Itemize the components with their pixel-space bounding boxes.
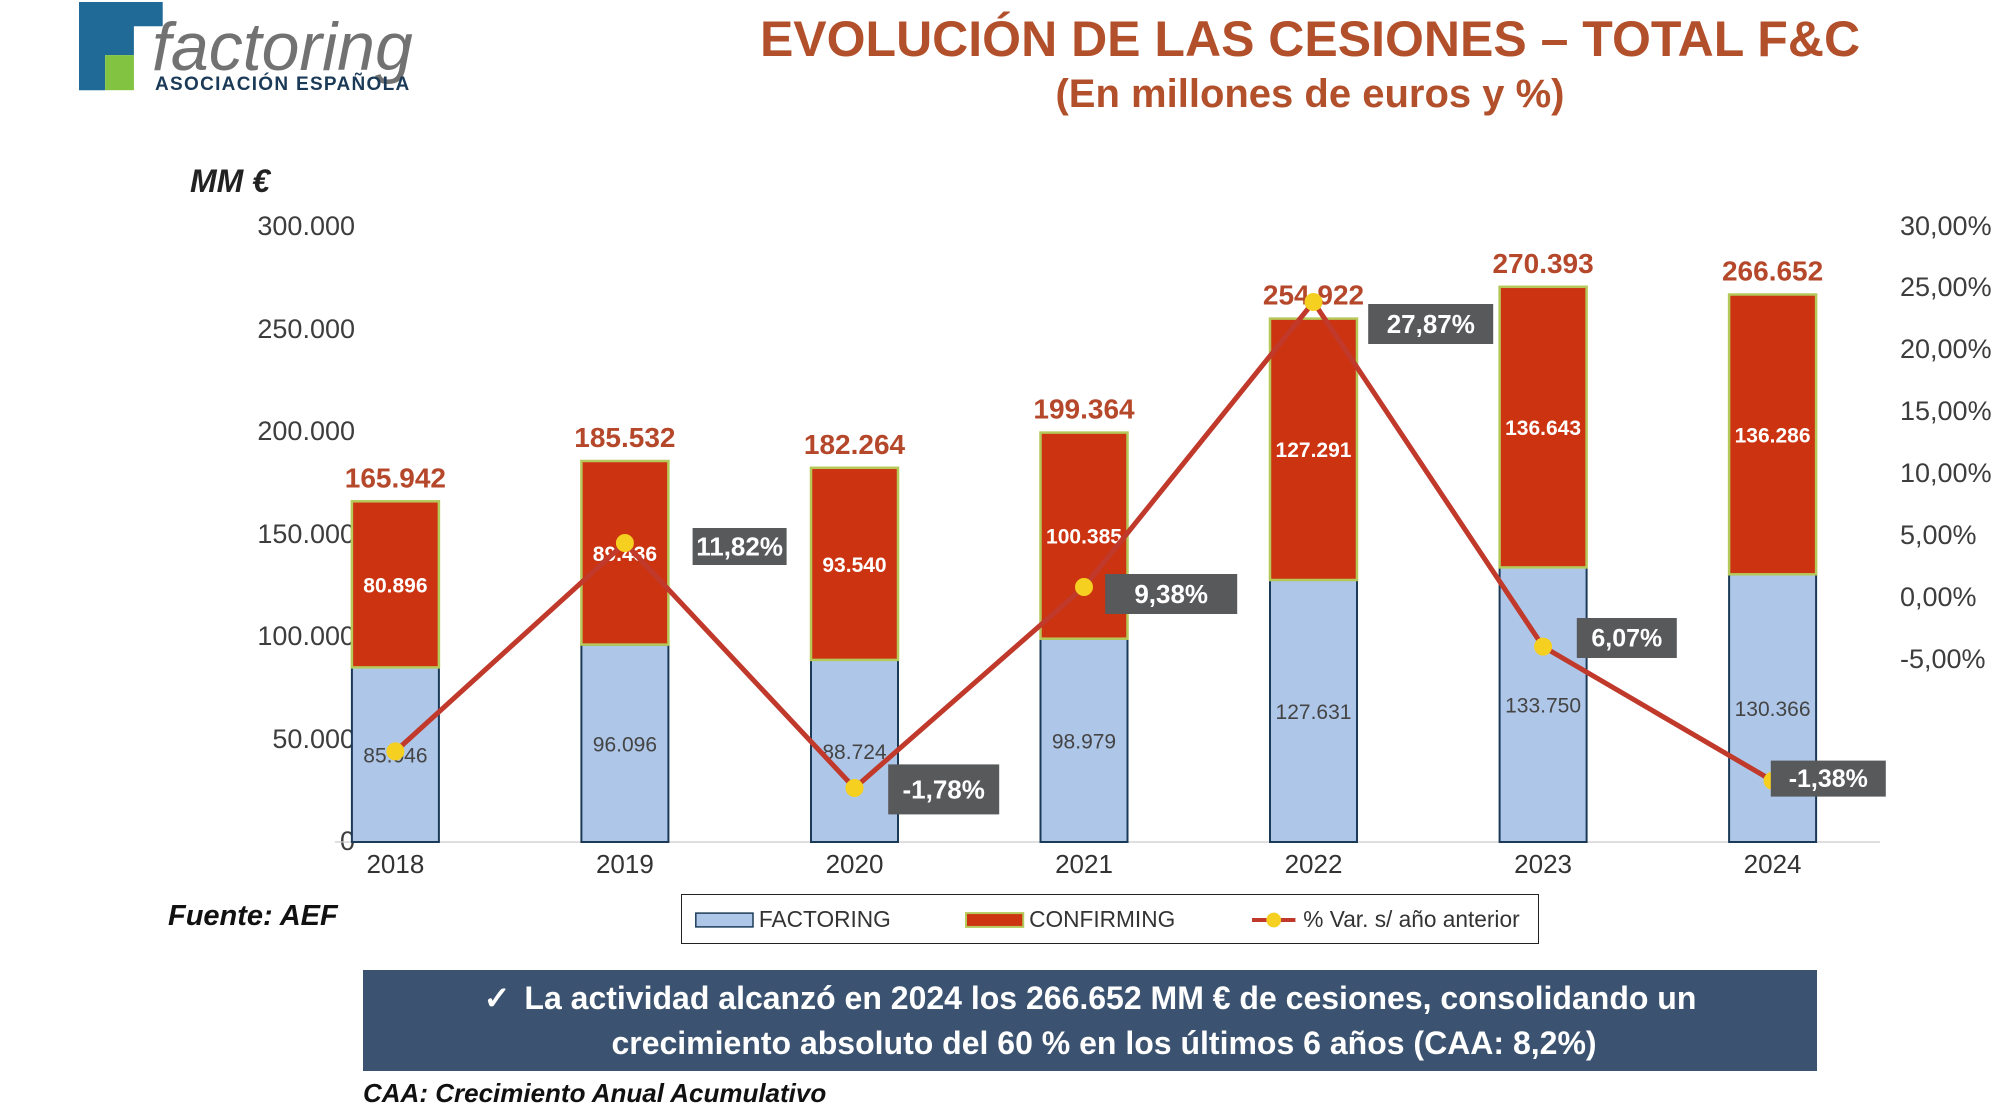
svg-text:2021: 2021 xyxy=(1055,849,1113,879)
svg-text:-5,00%: -5,00% xyxy=(1900,644,1986,674)
svg-text:127.631: 127.631 xyxy=(1276,701,1352,724)
svg-text:2022: 2022 xyxy=(1285,849,1343,879)
svg-text:2023: 2023 xyxy=(1514,849,1572,879)
svg-text:2024: 2024 xyxy=(1744,849,1802,879)
svg-text:100.385: 100.385 xyxy=(1046,526,1122,549)
svg-text:80.896: 80.896 xyxy=(363,574,427,597)
svg-text:FACTORING: FACTORING xyxy=(759,906,891,932)
svg-text:200.000: 200.000 xyxy=(257,416,355,446)
svg-text:182.264: 182.264 xyxy=(804,429,906,460)
svg-text:150.000: 150.000 xyxy=(257,519,355,549)
svg-text:MM €: MM € xyxy=(190,163,271,199)
svg-text:130.366: 130.366 xyxy=(1735,698,1811,721)
svg-text:30,00%: 30,00% xyxy=(1900,211,1992,241)
svg-text:2019: 2019 xyxy=(596,849,654,879)
svg-text:199.364: 199.364 xyxy=(1033,394,1135,425)
svg-text:266.652: 266.652 xyxy=(1722,256,1823,287)
svg-text:96.096: 96.096 xyxy=(593,733,657,756)
svg-text:136.643: 136.643 xyxy=(1505,417,1581,440)
svg-text:6,07%: 6,07% xyxy=(1591,625,1662,653)
svg-text:127.291: 127.291 xyxy=(1276,439,1352,462)
svg-text:50.000: 50.000 xyxy=(272,724,355,754)
svg-text:CONFIRMING: CONFIRMING xyxy=(1029,906,1175,932)
svg-text:300.000: 300.000 xyxy=(257,211,355,241)
svg-text:11,82%: 11,82% xyxy=(696,532,783,562)
svg-text:% Var. s/ año anterior: % Var. s/ año anterior xyxy=(1303,906,1520,932)
svg-text:250.000: 250.000 xyxy=(257,314,355,344)
svg-text:0,00%: 0,00% xyxy=(1900,582,1977,612)
svg-text:27,87%: 27,87% xyxy=(1387,309,1475,339)
svg-text:185.532: 185.532 xyxy=(574,422,675,453)
svg-text:10,00%: 10,00% xyxy=(1900,458,1992,488)
svg-text:93.540: 93.540 xyxy=(822,554,886,577)
svg-text:-1,78%: -1,78% xyxy=(903,774,985,804)
svg-text:15,00%: 15,00% xyxy=(1900,396,1992,426)
svg-text:-1,38%: -1,38% xyxy=(1789,765,1868,793)
svg-text:270.393: 270.393 xyxy=(1492,248,1593,279)
svg-text:165.942: 165.942 xyxy=(345,462,446,493)
svg-text:98.979: 98.979 xyxy=(1052,730,1116,753)
svg-text:136.286: 136.286 xyxy=(1735,424,1811,447)
svg-text:133.750: 133.750 xyxy=(1505,695,1581,718)
svg-text:25,00%: 25,00% xyxy=(1900,272,1992,302)
svg-text:20,00%: 20,00% xyxy=(1900,334,1992,364)
svg-text:2020: 2020 xyxy=(826,849,884,879)
svg-text:2018: 2018 xyxy=(366,849,424,879)
svg-text:100.000: 100.000 xyxy=(257,621,355,651)
svg-text:9,38%: 9,38% xyxy=(1134,579,1208,609)
svg-text:5,00%: 5,00% xyxy=(1900,520,1977,550)
